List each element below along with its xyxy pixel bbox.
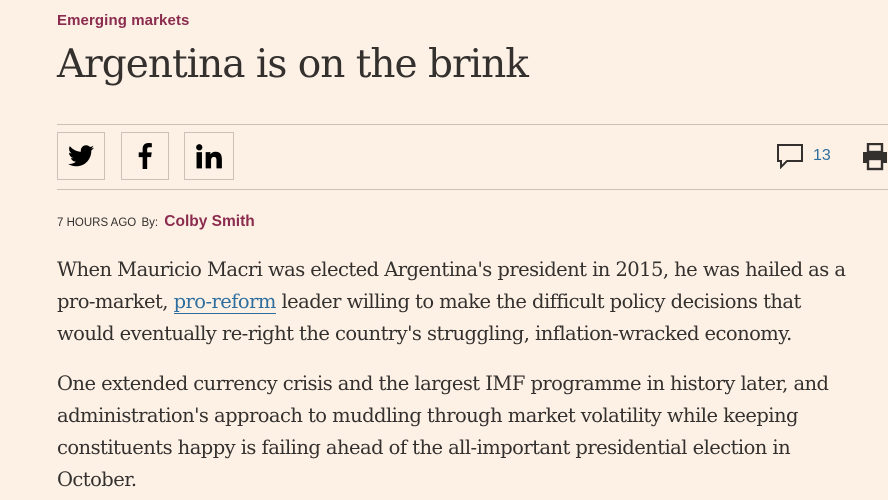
timestamp: 7 hours ago: [57, 217, 137, 229]
p2-line-3: constituents happy is failing ahead of t…: [57, 436, 791, 459]
topic-link[interactable]: Emerging markets: [57, 12, 190, 29]
author-link[interactable]: Colby Smith: [164, 213, 255, 230]
byline: 7 hours ago By: Colby Smith: [57, 213, 255, 231]
p2-line-4: October.: [57, 468, 137, 491]
comments-button[interactable]: 13: [776, 143, 831, 169]
print-button[interactable]: [862, 142, 888, 176]
share-facebook-button[interactable]: [121, 132, 169, 180]
pro-reform-link[interactable]: pro-reform: [173, 290, 276, 314]
p1-line-2-end: leader willing to make the difficult pol…: [275, 290, 801, 313]
facebook-icon: [138, 143, 152, 169]
bottom-divider: [57, 189, 888, 190]
p1-line-2-start: pro-market,: [57, 290, 174, 313]
twitter-icon: [68, 145, 94, 167]
by-label: By:: [141, 217, 159, 229]
headline: Argentina is on the brink: [57, 42, 529, 87]
p2-line-1: One extended currency crisis and the lar…: [57, 372, 829, 395]
share-linkedin-button[interactable]: [184, 132, 234, 180]
comments-count: 13: [813, 147, 831, 164]
share-twitter-button[interactable]: [57, 132, 105, 180]
linkedin-icon: [196, 143, 222, 168]
p2-line-2: administration's approach to muddling th…: [57, 404, 798, 427]
p1-line-1: When Mauricio Macri was elected Argentin…: [57, 258, 846, 281]
print-icon: [863, 142, 887, 171]
comments-icon: [777, 144, 803, 169]
p1-line-3: would eventually re-right the country's …: [57, 322, 792, 345]
top-divider: [57, 124, 888, 125]
paragraph-1: When Mauricio Macri was elected Argentin…: [57, 254, 888, 350]
paragraph-2: One extended currency crisis and the lar…: [57, 368, 888, 496]
